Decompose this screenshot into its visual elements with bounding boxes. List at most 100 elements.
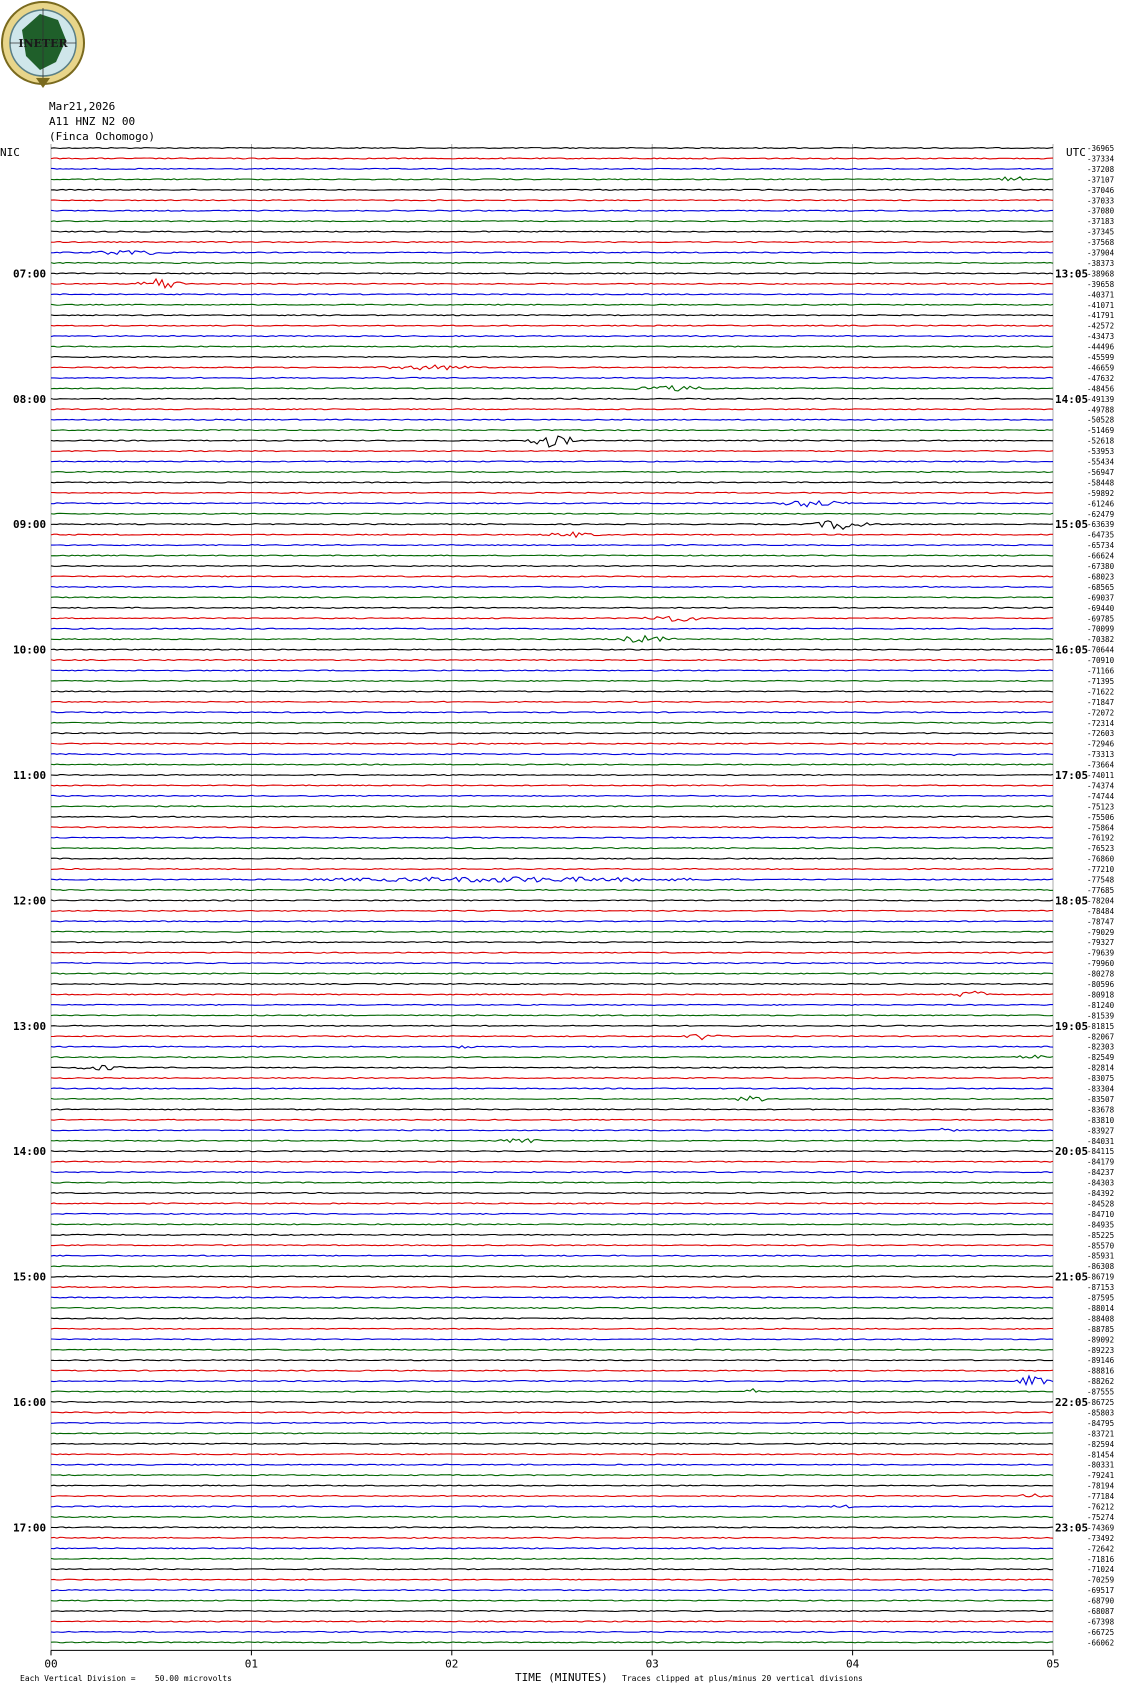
offset-label: -50528 [1087,416,1115,425]
trace-line [50,1160,1054,1163]
offset-label: -79639 [1087,949,1114,958]
trace-line [50,364,1054,371]
offset-label: -37107 [1087,175,1114,184]
location-label: (Finca Ochomogo) [49,130,155,143]
x-tick-label: 05 [1046,1657,1059,1670]
logo-text: INETER [18,37,68,50]
offset-label: -63639 [1087,520,1114,529]
offset-label: -72603 [1087,729,1114,738]
offset-label: -76860 [1087,855,1115,864]
trace-line [50,1181,1054,1184]
offset-label: -71847 [1087,698,1114,707]
trace-line [50,188,1054,191]
trace-line [50,491,1054,494]
trace-line [50,470,1054,474]
trace-line [50,1118,1054,1121]
trace-line [50,815,1054,818]
x-tick-label: 04 [846,1657,860,1670]
trace-line [51,711,1054,714]
offset-label: -83507 [1087,1095,1114,1104]
trace-line [50,876,1054,883]
trace-line [50,1557,1054,1560]
offset-label: -86719 [1087,1273,1114,1282]
trace-line [50,742,1054,745]
trace-line [50,888,1054,892]
trace-line [50,1327,1054,1330]
trace-line [50,1191,1054,1195]
offset-label: -49139 [1087,395,1114,404]
offset-label: -38373 [1087,259,1114,268]
offset-label: -67398 [1087,1617,1115,1626]
offset-label: -78747 [1087,917,1114,926]
trace-line [50,1171,1054,1174]
offset-label: -41071 [1087,301,1114,310]
offset-label: -84392 [1087,1189,1114,1198]
offset-label: -68023 [1087,572,1114,581]
right-time-label: 15:05 [1055,518,1088,531]
trace-line [50,512,1054,515]
right-time-labels: 13:05 14:05 15:05 16:05 17:05 18:05 19:05 20:05… [1055,267,1088,1534]
offset-label: -83927 [1087,1126,1114,1135]
offset-label: -88408 [1087,1314,1115,1323]
trace-line [50,920,1054,923]
trace-line [50,721,1054,724]
offset-label: -84115 [1087,1147,1114,1156]
trace-line [50,1076,1054,1080]
trace-line [50,1609,1054,1613]
left-time-label: 14:00 [13,1145,46,1158]
trace-line [50,732,1054,735]
trace-line [50,408,1054,411]
trace-line [50,1306,1054,1310]
offset-label: -77184 [1087,1492,1115,1501]
offset-label: -82067 [1087,1032,1114,1041]
offset-label: -84237 [1087,1168,1114,1177]
trace-line [50,250,1054,256]
offset-label: -39658 [1087,280,1115,289]
offset-label: -84528 [1087,1199,1115,1208]
offset-label: -88785 [1087,1325,1114,1334]
trace-line [50,1003,1054,1006]
offset-label: -88014 [1087,1304,1115,1313]
trace-line [50,962,1054,965]
trace-line [50,554,1054,557]
trace-line [50,951,1054,954]
offset-label: -37345 [1087,228,1114,237]
trace-line [50,627,1054,630]
offset-label: -71816 [1087,1555,1115,1564]
offset-label: -69440 [1087,604,1115,613]
trace-line [50,1388,1054,1393]
left-time-label: 11:00 [13,769,46,782]
trace-line [50,1045,1054,1049]
offset-label: -78204 [1087,896,1115,905]
trace-line [50,1254,1054,1257]
offset-label: -78484 [1087,907,1115,916]
offset-label: -43473 [1087,332,1114,341]
trace-line [50,520,1054,530]
offset-label: -83810 [1087,1116,1115,1125]
offset-label: -66725 [1087,1628,1114,1637]
trace-line [50,1127,1054,1132]
x-axis-ticks: 00 01 02 03 04 05 [44,1650,1060,1670]
left-time-label: 17:00 [13,1521,46,1534]
trace-line [50,1526,1054,1529]
offset-label: -65734 [1087,541,1115,550]
right-time-label: 14:05 [1055,393,1088,406]
trace-line [50,575,1054,578]
trace-line [50,596,1054,599]
offset-label: -70099 [1087,625,1114,634]
trace-line [50,1493,1054,1498]
offset-label: -89092 [1087,1335,1114,1344]
trace-line [50,836,1054,839]
offset-label: -80918 [1087,990,1115,999]
offset-label: -83304 [1087,1085,1115,1094]
offset-label: -36965 [1087,144,1114,153]
trace-line [50,700,1054,703]
offset-label: -89146 [1087,1356,1115,1365]
trace-line [50,355,1054,359]
offset-label: -68087 [1087,1607,1114,1616]
offset-label: -72642 [1087,1544,1114,1553]
trace-line [50,867,1054,871]
trace-line [50,1630,1054,1633]
trace-line [50,1620,1054,1623]
trace-line [50,1108,1054,1111]
